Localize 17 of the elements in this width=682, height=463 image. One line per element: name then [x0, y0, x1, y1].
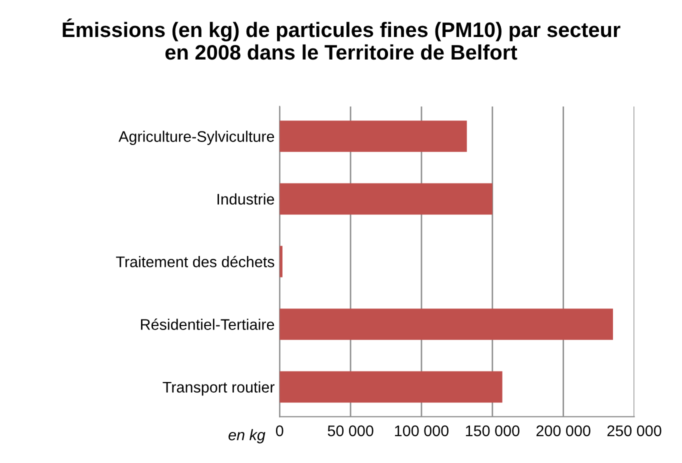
x-tick-label: 250 000 [607, 425, 662, 436]
x-tick-label: 50 000 [328, 425, 374, 436]
x-tick-label: 200 000 [536, 425, 590, 436]
bar [280, 371, 502, 403]
bar [280, 183, 492, 215]
x-tick-label: 0 [276, 425, 284, 436]
y-tick-label: Résidentiel-Tertiaire [141, 318, 274, 330]
bar [280, 120, 467, 152]
y-tick-label: Transport routier [162, 381, 275, 396]
y-tick-label: Agriculture-Sylviculture [118, 130, 274, 145]
y-tick-label: Industrie [218, 193, 274, 205]
bar [280, 308, 613, 340]
x-axis-title: en kg [228, 429, 266, 444]
chart-title: Émissions (en kg) de particules fines (PM10) par secteur en 2008 dans le Territoire de Belfort [62, 18, 620, 60]
y-tick-label: Traitement des déchets [116, 256, 274, 268]
x-tick-label: 100 000 [395, 425, 448, 436]
x-tick-label: 150 000 [466, 425, 520, 436]
